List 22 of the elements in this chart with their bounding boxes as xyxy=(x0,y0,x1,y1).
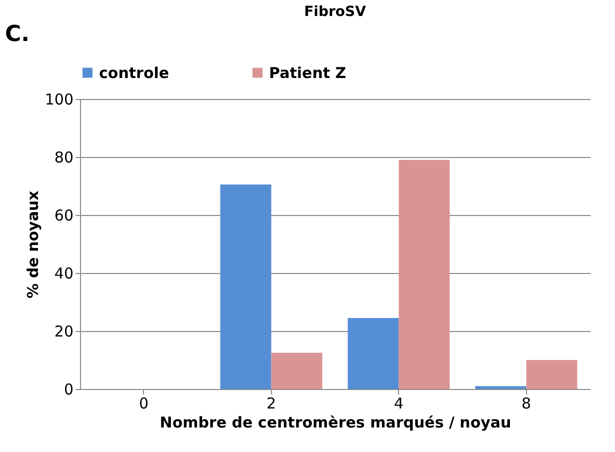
y-axis-title: % de noyaux xyxy=(24,190,42,298)
bar xyxy=(398,160,450,389)
y-tick-label: 40 xyxy=(54,264,74,282)
x-tick-label: 2 xyxy=(266,394,276,412)
y-tick-label: 60 xyxy=(54,206,74,224)
x-tick-label: 4 xyxy=(394,394,404,412)
x-tick-label: 8 xyxy=(521,394,532,412)
bar xyxy=(475,386,526,389)
x-axis-title: Nombre de centromères marqués / noyau xyxy=(160,414,512,432)
y-tick-label: 0 xyxy=(64,380,74,398)
legend-label: controle xyxy=(99,64,170,82)
bar xyxy=(271,352,322,389)
y-tick-label: 20 xyxy=(54,322,74,340)
bar xyxy=(526,360,578,389)
legend-label: Patient Z xyxy=(269,64,346,82)
y-tick-label: 100 xyxy=(44,90,74,108)
bar xyxy=(220,184,272,389)
text: C. xyxy=(5,22,30,47)
x-tick-label: 0 xyxy=(138,394,149,412)
bar xyxy=(348,318,399,389)
y-tick-label: 80 xyxy=(54,148,74,166)
chart-title: FibroSV xyxy=(304,4,366,20)
